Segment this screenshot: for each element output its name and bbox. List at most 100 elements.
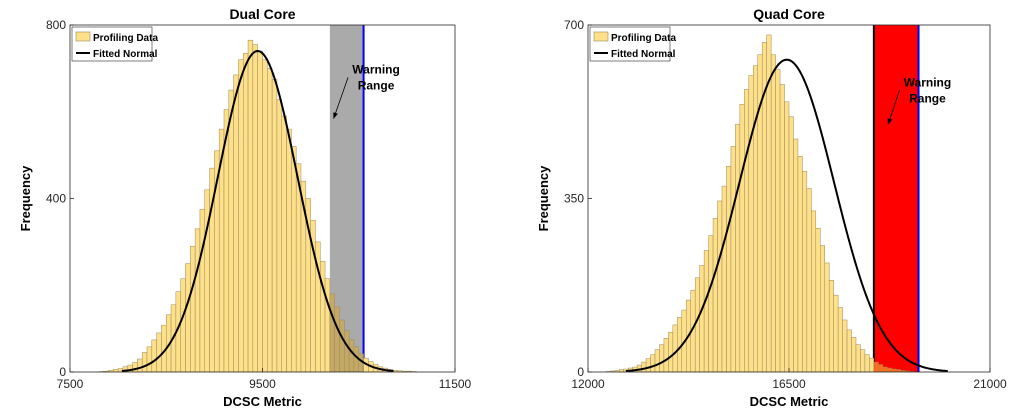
y-tick-label: 400	[46, 192, 66, 206]
histogram-bar	[785, 102, 789, 372]
histogram-bar	[263, 60, 268, 372]
histogram-bar	[887, 368, 891, 372]
histogram-bar	[695, 278, 699, 372]
histogram-bar	[238, 60, 243, 372]
annotation-line-1: Warning	[352, 62, 400, 76]
histogram-bar	[195, 229, 200, 372]
histogram-bar	[243, 53, 248, 372]
chart-title: Quad Core	[753, 6, 825, 22]
histogram-bar	[147, 347, 152, 372]
histogram-bar	[865, 355, 869, 372]
histogram-bar	[816, 228, 820, 372]
histogram-bar	[673, 325, 677, 372]
annotation-line-1: Warning	[904, 75, 952, 89]
histogram-bar	[847, 330, 851, 372]
histogram-bar	[229, 90, 234, 372]
histogram-bar	[735, 124, 739, 372]
histogram-bar	[776, 70, 780, 372]
histogram-bar	[807, 189, 811, 372]
histogram-bar	[181, 279, 186, 372]
histogram-bar	[659, 345, 663, 372]
legend-label-profiling: Profiling Data	[93, 33, 158, 44]
histogram-bar	[753, 66, 757, 372]
histogram-bar	[291, 146, 296, 372]
histogram-bar	[272, 79, 277, 372]
histogram-bar	[744, 89, 748, 372]
histogram-bar	[852, 337, 856, 372]
histogram-bar	[856, 345, 860, 372]
legend-label-profiling: Profiling Data	[611, 33, 676, 44]
x-tick-label: 21000	[973, 377, 1007, 391]
legend: Profiling Data Fitted Normal	[590, 27, 676, 61]
y-tick-label: 350	[564, 192, 584, 206]
histogram-bar	[157, 333, 162, 372]
histogram-bar	[344, 331, 349, 372]
histogram-bar	[749, 76, 753, 372]
histogram-bar	[793, 139, 797, 372]
histogram-bar	[798, 156, 802, 372]
histogram-bar	[267, 68, 272, 372]
histogram-bar	[137, 359, 142, 372]
histogram-bar	[740, 104, 744, 372]
histogram-bar	[190, 246, 195, 372]
histogram-bar	[253, 45, 258, 372]
histogram-bar	[892, 369, 896, 372]
legend-swatch-profiling	[76, 32, 90, 41]
histogram-bar	[869, 358, 873, 372]
legend: Profiling Data Fitted Normal	[72, 27, 158, 61]
histogram-bar	[704, 251, 708, 372]
histogram-bar	[335, 307, 340, 372]
histogram-bar	[277, 100, 282, 372]
histogram-bar	[802, 171, 806, 372]
histogram-bar	[330, 294, 335, 372]
histogram-bar	[642, 362, 646, 372]
x-tick-label: 16500	[772, 377, 806, 391]
histogram-bar	[133, 362, 138, 372]
x-tick-label: 12000	[571, 377, 605, 391]
histogram-bar	[325, 279, 330, 372]
histogram-bar	[829, 280, 833, 372]
x-tick-label: 11500	[439, 377, 472, 391]
histogram-bar	[646, 359, 650, 372]
histogram-bar	[152, 340, 157, 372]
histogram-bar	[258, 51, 263, 372]
histogram-bar	[282, 116, 287, 372]
histogram-bar	[186, 264, 191, 372]
x-axis-label: DCSC Metric	[750, 394, 829, 409]
histogram-bar	[825, 263, 829, 372]
y-tick-label: 800	[46, 18, 66, 32]
x-tick-label: 7500	[57, 377, 84, 391]
histogram-bar	[878, 365, 882, 372]
histogram-bar	[771, 55, 775, 372]
histogram-bar	[709, 236, 713, 372]
histogram-bar	[234, 75, 239, 372]
legend-label-fit: Fitted Normal	[93, 49, 158, 60]
histogram-bar	[655, 350, 659, 372]
histogram-bar	[142, 352, 147, 372]
chart-title: Dual Core	[229, 6, 295, 22]
histogram-bar	[718, 201, 722, 372]
y-axis-label: Frequency	[18, 165, 33, 232]
histogram-bar	[287, 129, 292, 372]
annotation-line-2: Range	[358, 78, 395, 92]
histogram-bar	[664, 338, 668, 372]
y-axis-label: Frequency	[536, 165, 551, 232]
histogram-bar	[860, 350, 864, 372]
histogram-bar	[874, 362, 878, 372]
histogram-bar	[780, 84, 784, 372]
histogram-bar	[700, 265, 704, 372]
y-tick-label: 700	[564, 18, 584, 32]
histogram-bar	[726, 166, 730, 372]
legend-label-fit: Fitted Normal	[611, 49, 676, 60]
histogram-bar	[820, 246, 824, 372]
histogram-bar	[883, 367, 887, 372]
histogram-bar	[668, 332, 672, 372]
histogram-bar	[731, 146, 735, 372]
histogram-bar	[722, 186, 726, 372]
x-axis-label: DCSC Metric	[223, 394, 302, 409]
legend-swatch-profiling	[594, 32, 608, 41]
x-tick-label: 9500	[249, 377, 276, 391]
histogram-bar	[834, 295, 838, 372]
histogram-bar	[811, 211, 815, 372]
